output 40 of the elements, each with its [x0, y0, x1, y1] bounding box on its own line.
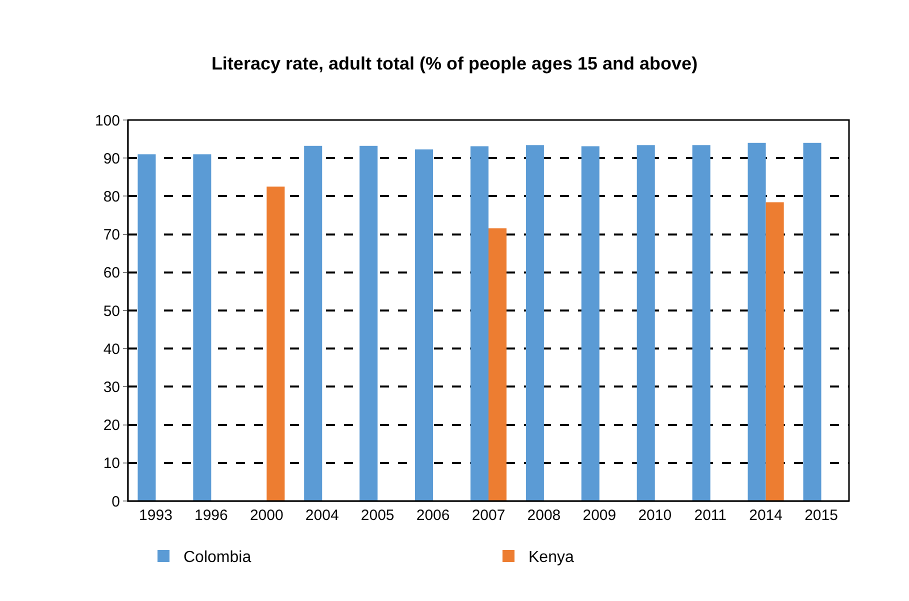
- bar: [470, 146, 488, 501]
- y-tick-label: 90: [103, 150, 120, 168]
- x-tick-label: 2010: [638, 507, 672, 524]
- y-tick-label: 80: [103, 188, 120, 206]
- bar: [360, 146, 378, 501]
- x-tick-label: 1996: [194, 507, 228, 524]
- x-tick-label: 2000: [250, 507, 284, 524]
- y-tick-label: 20: [103, 417, 120, 434]
- x-tick-label: 2014: [749, 507, 782, 524]
- x-tick-label: 2008: [527, 507, 561, 524]
- y-tick-label: 60: [103, 264, 120, 282]
- y-tick-label: 50: [103, 302, 120, 320]
- bar: [304, 146, 322, 501]
- y-tick-label: 40: [103, 340, 120, 358]
- y-tick-label: 0: [112, 493, 120, 510]
- x-tick-label: 2007: [472, 507, 506, 524]
- y-tick-label: 70: [103, 226, 120, 244]
- bar: [748, 142, 766, 501]
- x-tick-label: 2004: [305, 507, 339, 524]
- x-tick-label: 2006: [416, 507, 450, 524]
- bar: [415, 149, 434, 501]
- y-tick-label: 100: [94, 112, 120, 130]
- x-tick-label: 2009: [582, 507, 616, 524]
- bar: [803, 142, 822, 501]
- x-tick-label: 1993: [139, 507, 172, 524]
- y-tick-label: 10: [103, 455, 120, 472]
- bar: [488, 228, 507, 501]
- bar: [636, 145, 655, 501]
- bar: [138, 154, 156, 501]
- bar: [692, 145, 710, 501]
- bar: [193, 154, 212, 501]
- bar: [766, 202, 784, 501]
- y-tick-label: 30: [103, 378, 120, 396]
- bar: [266, 186, 285, 501]
- x-tick-label: 2011: [694, 507, 726, 524]
- bar: [581, 146, 600, 501]
- chart-title: Literacy rate, adult total (% of people ages 15 and above): [211, 54, 698, 74]
- bar: [526, 145, 544, 501]
- x-tick-label: 2005: [360, 507, 394, 524]
- x-tick-label: 2015: [804, 507, 838, 524]
